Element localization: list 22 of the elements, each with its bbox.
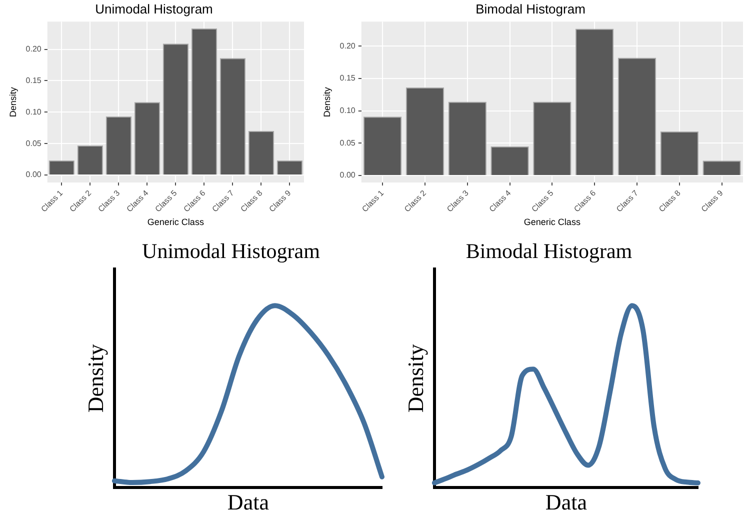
y-tick-label: 0.15 <box>340 74 356 83</box>
y-tick-label: 0.00 <box>340 170 356 180</box>
x-axis-title: Data <box>227 490 270 515</box>
y-tick-label: 0.05 <box>340 138 356 148</box>
chart-title: Bimodal Histogram <box>476 1 586 16</box>
y-axis-title: Density <box>8 86 18 118</box>
y-tick-label: 0.10 <box>340 106 356 116</box>
chart-title: Unimodal Histogram <box>95 1 213 16</box>
y-tick-label: 0.20 <box>340 41 356 50</box>
y-axis-title: Density <box>402 344 428 413</box>
x-axis-title: Data <box>545 490 588 515</box>
y-tick-label: 0.10 <box>26 107 42 116</box>
y-axis-title: Density <box>322 86 332 118</box>
y-tick-label: 0.20 <box>26 44 42 54</box>
y-axis-title: Density <box>82 344 108 413</box>
y-tick-label: 0.05 <box>26 138 42 148</box>
y-tick-label: 0.00 <box>26 170 42 180</box>
y-tick-label: 0.15 <box>26 76 42 85</box>
chart-title: Unimodal Histogram <box>142 239 320 264</box>
x-axis-title: Generic Class <box>147 217 204 228</box>
chart-title: Bimodal Histogram <box>466 239 632 264</box>
x-axis-title: Generic Class <box>524 217 581 228</box>
